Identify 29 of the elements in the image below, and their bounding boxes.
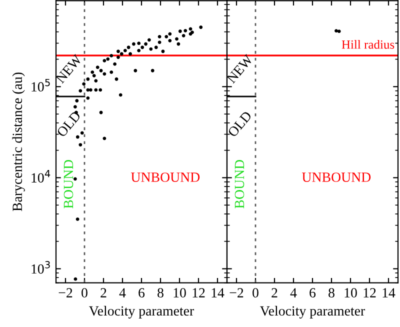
x-tick-label: −2 xyxy=(230,288,244,298)
x-tick-label: −2 xyxy=(58,288,72,298)
annotation: BOUND xyxy=(64,160,74,208)
x-tick-label: 2 xyxy=(100,288,106,298)
x-tick-label: 8 xyxy=(158,288,164,298)
ref-line-label: Hill radius xyxy=(342,40,394,49)
x-tick-label: 10 xyxy=(174,288,186,298)
annotation: BOUND xyxy=(234,160,244,208)
x-tick-label: 6 xyxy=(310,288,316,298)
x-tick-label: 0 xyxy=(82,288,88,298)
x-tick-label: 14 xyxy=(212,288,224,298)
x-tick-label: 14 xyxy=(382,288,396,298)
y-tick-label: 10$^{3}$ xyxy=(32,261,50,274)
x-tick-label: 0 xyxy=(252,288,258,298)
annotation: UNBOUND xyxy=(302,172,371,182)
x-tick-label: 10 xyxy=(344,288,357,298)
x-tick-label: 12 xyxy=(192,288,205,298)
annotation: UNBOUND xyxy=(131,172,200,182)
x-tick-label: 4 xyxy=(290,288,297,298)
x-axis-title: Velocity parameter xyxy=(260,306,366,318)
x-tick-label: 8 xyxy=(328,288,334,298)
x-tick-label: 6 xyxy=(138,288,145,298)
x-axis-title: Velocity parameter xyxy=(89,306,194,318)
y-axis-title: Barycentric distance (au) xyxy=(12,72,25,212)
x-tick-label: 12 xyxy=(364,288,376,298)
y-tick-label: 10$^{5}$ xyxy=(32,78,50,92)
x-tick-label: 2 xyxy=(272,288,278,298)
x-tick-label: 4 xyxy=(119,288,126,298)
y-tick-label: 10$^{4}$ xyxy=(32,170,50,183)
